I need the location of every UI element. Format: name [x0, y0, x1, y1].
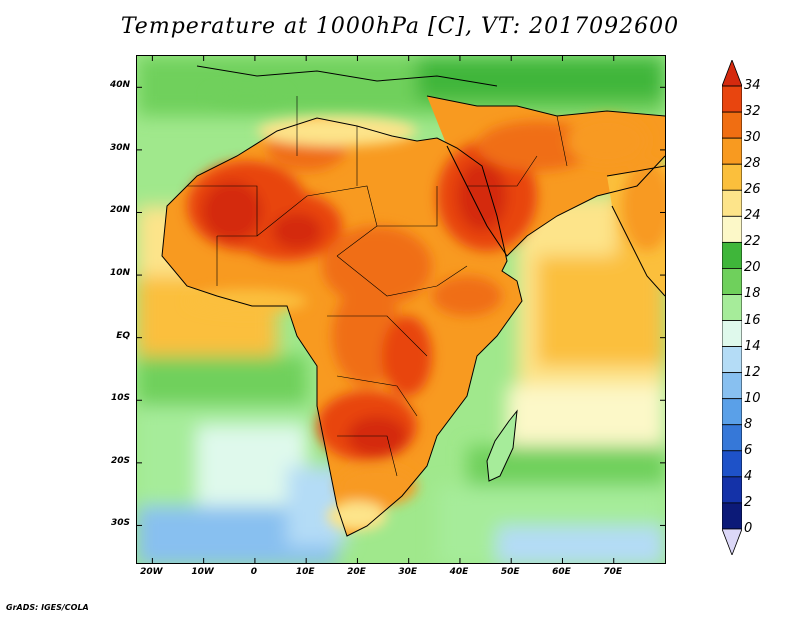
lat-tick-label: 40N — [109, 80, 130, 91]
colorbar-level-label: 12 — [744, 364, 761, 380]
lon-tick-label: 20E — [347, 567, 366, 577]
lat-tick-label: 20S — [110, 455, 130, 466]
colorbar-swatch — [722, 450, 742, 478]
colorbar-level-label: 6 — [744, 442, 753, 458]
colorbar-swatch — [722, 241, 742, 269]
colorbar-swatch — [722, 137, 742, 165]
colorbar-level-label: 10 — [744, 390, 761, 406]
colorbar-swatch — [722, 502, 742, 530]
lat-tick-label: EQ — [116, 330, 130, 341]
colorbar-level-label: 2 — [744, 494, 753, 510]
lat-tick-label: 30S — [110, 518, 130, 529]
colorbar-swatch — [722, 346, 742, 374]
colorbar-swatch — [722, 189, 742, 217]
lon-tick-label: 0 — [250, 567, 258, 577]
colorbar-level-label: 28 — [744, 156, 761, 172]
colorbar-swatch — [722, 476, 742, 504]
lon-tick-label: 30E — [398, 567, 418, 577]
colorbar-level-label: 0 — [744, 520, 753, 536]
colorbar-level-label: 26 — [744, 182, 761, 198]
lat-tick-label: 30N — [109, 142, 130, 153]
country-borders — [187, 96, 568, 477]
lon-tick-label: 10E — [295, 567, 315, 577]
colorbar-swatch — [722, 294, 742, 321]
colorbar-swatch — [722, 85, 742, 113]
colorbar-swatch — [722, 372, 742, 400]
lon-tick-label: 60E — [552, 567, 571, 577]
colorbar-level-label: 8 — [744, 416, 753, 432]
map-panel — [136, 55, 666, 564]
colorbar-level-label: 30 — [744, 130, 761, 146]
colorbar-swatch — [722, 424, 742, 452]
colorbar-level-label: 32 — [744, 104, 761, 120]
colorbar-swatch — [722, 528, 742, 555]
colorbar — [722, 60, 742, 555]
colorbar-level-label: 4 — [744, 468, 753, 484]
colorbar-swatch — [722, 215, 742, 243]
lat-tick-label: 10S — [110, 393, 130, 404]
lat-tick-label: 10N — [109, 268, 130, 279]
map-title: Temperature at 1000hPa [C], VT: 20170926… — [120, 14, 680, 39]
colorbar-swatch — [722, 398, 742, 426]
colorbar-level-label: 22 — [744, 234, 761, 250]
colorbar-level-label: 14 — [744, 338, 761, 354]
colorbar-level-label: 16 — [744, 312, 761, 328]
lon-tick-label: 50E — [500, 567, 520, 577]
credit-text: GrADS: IGES/COLA — [6, 603, 89, 612]
colorbar-level-label: 34 — [744, 78, 761, 94]
colorbar-swatch — [722, 320, 742, 347]
lon-tick-label: 70E — [603, 567, 623, 577]
lon-tick-label: 40E — [449, 567, 469, 577]
lat-tick-label: 20N — [109, 205, 130, 216]
colorbar-swatch — [722, 163, 742, 191]
colorbar-level-label: 18 — [744, 286, 761, 302]
graticule — [137, 56, 665, 563]
coastlines — [161, 65, 665, 537]
colorbar-level-label: 20 — [744, 260, 761, 276]
colorbar-swatch — [722, 268, 742, 295]
lon-tick-label: 20W — [140, 567, 163, 577]
lon-tick-label: 10W — [191, 567, 214, 577]
colorbar-swatch — [722, 111, 742, 139]
colorbar-swatch — [722, 60, 742, 87]
colorbar-level-label: 24 — [744, 208, 761, 224]
